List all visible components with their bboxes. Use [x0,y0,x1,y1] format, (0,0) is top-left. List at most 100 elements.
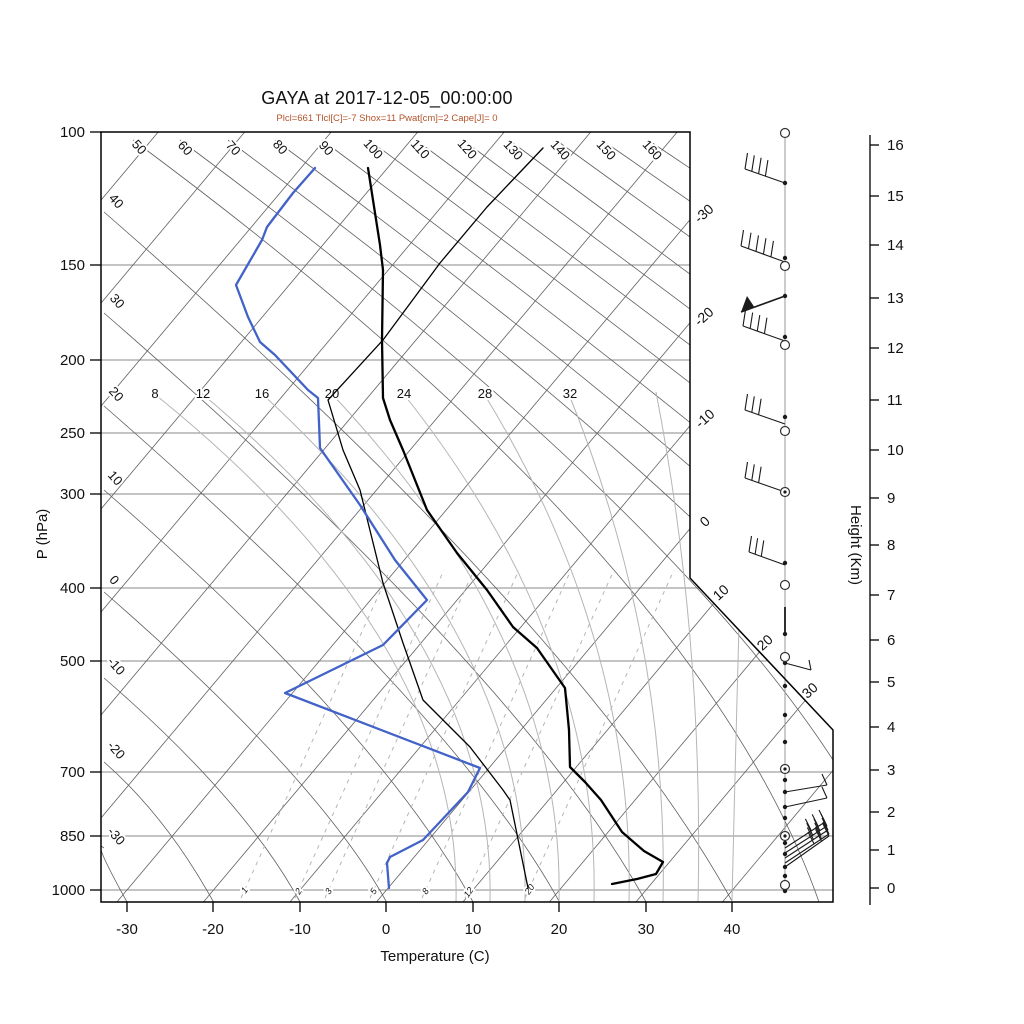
wind-barb [744,152,786,184]
pressure-tick-label: 700 [60,764,85,781]
height-tick-label: 12 [887,340,904,357]
moist-adiabat-label: 12 [196,386,210,401]
dry-adiabat-label: 120 [455,136,481,162]
height-tick-label: 15 [887,188,904,205]
station-dot [782,334,788,340]
station-dot [782,255,788,261]
height-tick-label: 3 [887,762,895,779]
dry-adiabat-label: 30 [107,291,128,312]
height-tick-label: 5 [887,674,895,691]
temperature-tick-label: 20 [551,921,568,938]
height-axis-title: Height (Km) [847,505,864,585]
dry-adiabat-label: 150 [594,137,620,163]
station-circle [779,339,791,351]
dry-adiabat-label: -10 [104,654,128,678]
mixing-ratio-label: 20 [522,882,537,897]
dry-adiabat-label: 140 [548,137,574,163]
station-dot [782,739,788,745]
moist-adiabat-label: 16 [255,386,269,401]
height-tick-label: 0 [887,880,895,897]
plot-outline [100,131,834,903]
station-dot [782,789,788,795]
isotherm-label: -30 [691,200,717,226]
wind-barb-column [740,127,830,894]
dry-adiabat-label: 100 [361,136,387,162]
station-circle [779,579,791,591]
station-dot [782,293,788,299]
moist-adiabat-label: 8 [151,386,158,401]
height-tick-label: 2 [887,804,895,821]
station-circle [779,425,791,437]
pressure-tick-label: 400 [60,580,85,597]
temperature-tick-label: -30 [116,921,138,938]
pressure-tick-label: 1000 [52,882,85,899]
station-circle [779,127,791,139]
dry-adiabat-label: 50 [129,137,150,158]
station-dot [782,560,788,566]
wind-barb [784,817,829,859]
dry-adiabat-label: 80 [270,137,291,158]
wind-barb [744,393,786,425]
pressure-tick-label: 100 [60,124,85,141]
height-tick-label: 11 [887,392,903,409]
pressure-tick-label: 850 [60,828,85,845]
chart-title: GAYA at 2017-12-05_00:00:00 [261,88,513,108]
height-tick-label: 9 [887,490,895,507]
wind-barb [740,295,786,313]
wind-barb [784,823,830,868]
dry-adiabat-label: 130 [501,137,527,163]
dry-adiabat-label: 70 [223,138,244,159]
pressure-tick-label: 300 [60,486,85,503]
dewpoint-curve [234,166,482,890]
pressure-axis-title: P (hPa) [34,509,51,560]
dry-adiabat-label: 0 [106,572,122,587]
dry-adiabat-label: 110 [408,136,433,161]
height-tick-label: 4 [887,719,895,736]
pressure-tick-label: 200 [60,352,85,369]
moist-adiabat-label: 20 [325,386,339,401]
temperature-tick-label: 0 [382,921,390,938]
wind-barb [744,461,786,493]
pressure-tick-label: 250 [60,425,85,442]
height-tick-label: 14 [887,237,904,254]
temperature-axis: -30 -20 -10 0 10 20 30 40 Temperature (C) [114,902,742,967]
moist-adiabat-label: 32 [563,386,577,401]
station-dot [782,631,788,637]
dry-adiabat-label: -20 [104,738,128,762]
station-circle [779,260,791,272]
temperature-tick-label: -10 [289,921,311,938]
wind-barb [784,786,828,808]
wind-barb [748,535,786,566]
isotherm-label: 0 [696,513,713,530]
mixing-ratio-label: 12 [462,885,476,899]
temperature-tick-label: 10 [465,921,482,938]
moist-adiabat-label: 24 [397,386,411,401]
station-dot [782,804,788,810]
station-dot [782,414,788,420]
temperature-axis-title: Temperature (C) [380,948,489,965]
temperature-curve [366,166,665,886]
height-tick-label: 6 [887,632,895,649]
grid-isotherms [101,132,833,902]
station-dot [782,873,788,879]
station-dot [782,840,788,846]
grid-lines [101,132,833,902]
station-dot [782,864,788,870]
grid-mixing-ratio [240,569,675,899]
station-dot [782,851,788,857]
wind-barb [784,659,812,671]
mixing-ratio-label: 2 [292,886,304,897]
isotherm-label: 30 [799,679,821,701]
wet-bulb-curve [327,147,544,889]
dry-adiabat-label: 60 [175,138,196,159]
sounding-curves [234,147,665,890]
height-tick-label: 8 [887,537,895,554]
wind-barb [784,813,828,854]
moist-adiabat-label: 28 [478,386,492,401]
temperature-tick-label: 40 [724,921,741,938]
station-circle [779,651,791,663]
station-dot [782,815,788,821]
isotherm-label: -10 [692,405,718,431]
